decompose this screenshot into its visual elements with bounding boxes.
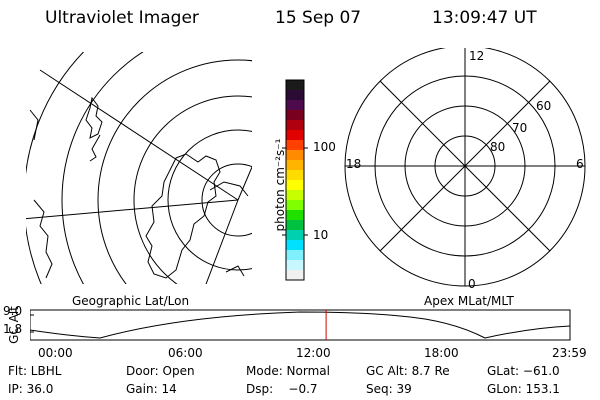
colorbar-segment: [286, 260, 304, 271]
geographic-label: Geographic Lat/Lon: [72, 294, 190, 308]
mlat-70-label: 70: [512, 121, 527, 135]
geo-meridian: [237, 165, 252, 201]
altitude-timeline: [30, 309, 571, 341]
ip-info: IP: 36.0: [8, 382, 54, 396]
colorbar-segment: [286, 150, 304, 161]
geographic-map: [26, 52, 252, 284]
geo-lat-circle: [167, 129, 252, 271]
glon-info: GLon: 153.1: [487, 382, 560, 396]
altitude-curve: [30, 311, 571, 339]
mlt-12-label: 12: [469, 49, 484, 63]
colorbar-segment: [286, 170, 304, 181]
door-info: Door: Open: [126, 364, 195, 378]
altitude-y-top: 9.0: [3, 304, 23, 318]
coastline: [85, 96, 103, 139]
colorbar-tick-100: 100: [313, 140, 336, 154]
colorbar-segment: [286, 230, 304, 241]
dsp-info: Dsp: −0.7: [246, 382, 318, 396]
geo-lat-circle: [201, 163, 252, 237]
mode-info: Mode: Normal: [246, 364, 330, 378]
geo-meridian: [205, 199, 239, 284]
coastline: [89, 134, 101, 162]
coastline: [29, 109, 39, 141]
colorbar-segment: [286, 200, 304, 211]
colorbar-segment: [286, 160, 304, 171]
coastline: [209, 181, 249, 197]
coastline: [145, 153, 221, 279]
colorbar-segment: [286, 270, 304, 281]
colorbar-segment: [286, 100, 304, 111]
date-label: 15 Sep 07: [275, 8, 362, 28]
colorbar-tick-10: 10: [313, 228, 329, 242]
colorbar-segment: [286, 130, 304, 141]
altitude-y-bottom: 1.8: [3, 322, 23, 336]
geo-lat-circle: [133, 95, 252, 284]
colorbar-segment: [286, 190, 304, 201]
glat-info: GLat: −61.0: [487, 364, 560, 378]
apex-label: Apex MLat/MLT: [424, 294, 514, 308]
colorbar-segment: [286, 80, 304, 91]
gain-info: Gain: 14: [126, 382, 177, 396]
x-tick-4: 23:59: [552, 346, 587, 360]
x-tick-1: 06:00: [168, 346, 203, 360]
mlat-60-label: 60: [536, 99, 551, 113]
geo-lat-circle: [61, 52, 144, 284]
colorbar-unit-label: photon cm⁻²s⁻¹: [273, 138, 287, 232]
colorbar-segment: [286, 110, 304, 121]
colorbar-segment: [286, 120, 304, 131]
mlt-6-label: 6: [576, 157, 584, 171]
colorbar-segment: [286, 240, 304, 251]
geo-lat-circle: [97, 59, 252, 284]
x-tick-0: 00:00: [38, 346, 73, 360]
mlat-80-label: 80: [490, 140, 505, 154]
polar-diagonal: [379, 80, 551, 252]
geo-meridian: [39, 69, 239, 201]
colorbar-segment: [286, 140, 304, 151]
colorbar-segment: [286, 180, 304, 191]
coastline: [225, 265, 245, 277]
mlt-18-label: 18: [346, 157, 361, 171]
time-label: 13:09:47 UT: [432, 8, 537, 28]
mlt-0-label: 0: [468, 277, 476, 291]
x-tick-3: 18:00: [424, 346, 459, 360]
x-tick-2: 12:00: [296, 346, 331, 360]
gc-alt-info: GC Alt: 8.7 Re: [366, 364, 450, 378]
colorbar-segment: [286, 90, 304, 101]
intensity-colorbar: [282, 79, 308, 281]
coastline: [33, 199, 53, 279]
filter-info: Flt: LBHL: [8, 364, 62, 378]
geo-meridian: [26, 199, 239, 220]
seq-info: Seq: 39: [366, 382, 412, 396]
colorbar-segment: [286, 250, 304, 261]
magnetic-polar-plot: 12 18 6 0 60 70 80: [344, 48, 586, 291]
geo-lat-circle: [26, 52, 85, 284]
colorbar-segment: [286, 210, 304, 221]
colorbar-segment: [286, 220, 304, 231]
instrument-title: Ultraviolet Imager: [45, 8, 199, 28]
